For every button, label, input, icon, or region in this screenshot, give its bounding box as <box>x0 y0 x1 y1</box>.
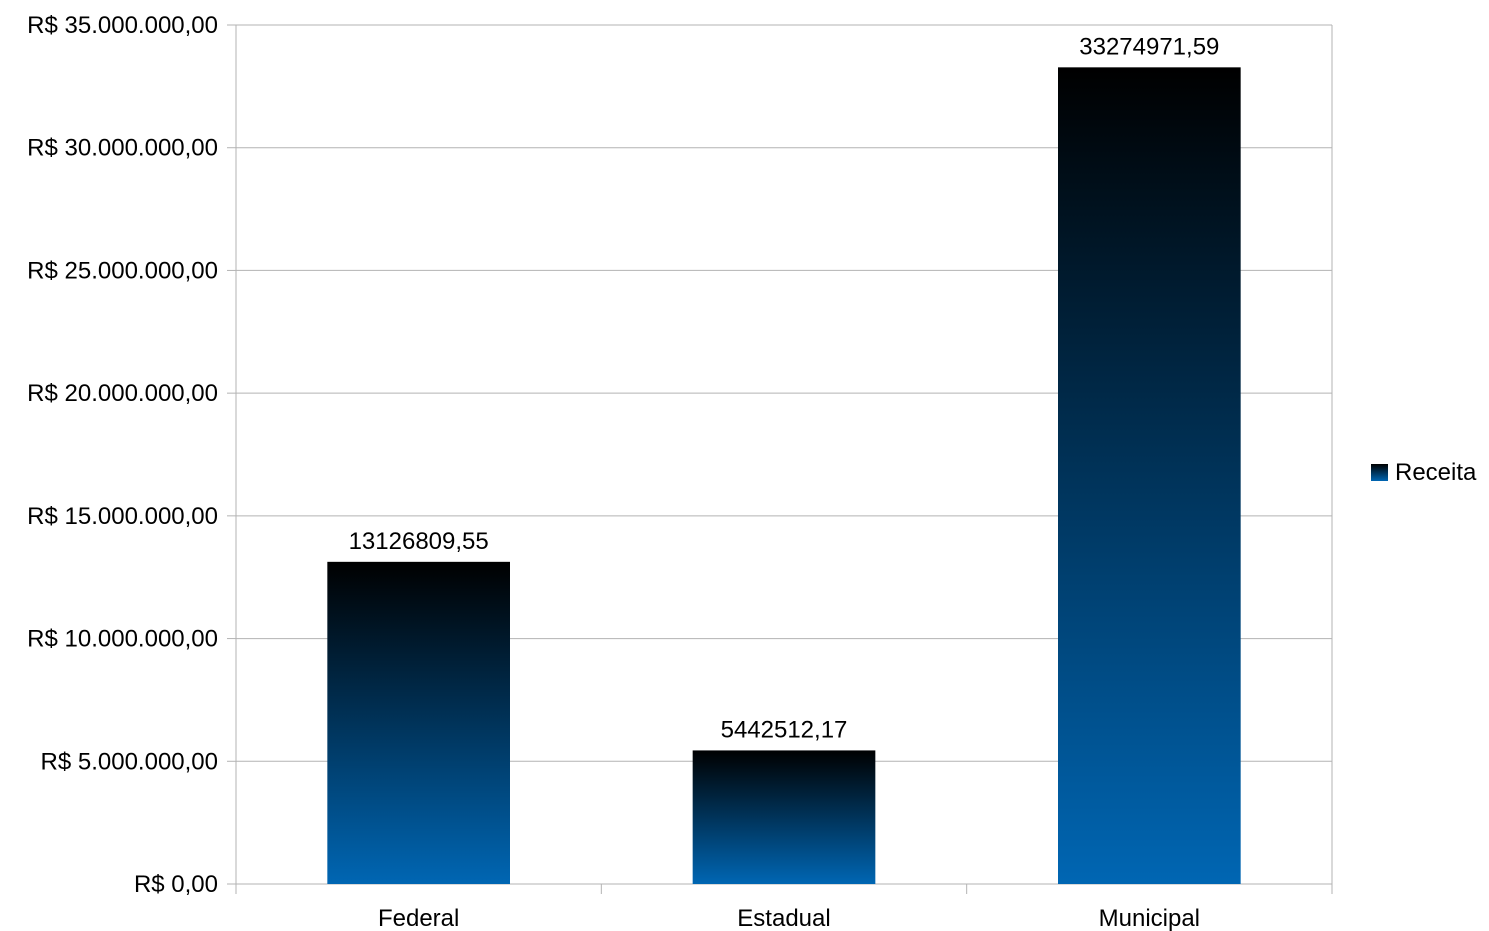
y-tick-label: R$ 35.000.000,00 <box>27 12 218 39</box>
data-label-estadual: 5442512,17 <box>721 716 848 743</box>
y-tick-label: R$ 15.000.000,00 <box>27 503 218 530</box>
legend-label: Receita <box>1395 459 1477 486</box>
x-category-label: Federal <box>378 905 459 931</box>
x-category-label: Estadual <box>737 905 830 931</box>
legend-swatch <box>1371 464 1388 481</box>
bars <box>327 67 1241 884</box>
data-label-municipal: 33274971,59 <box>1079 33 1219 60</box>
y-tick-label: R$ 0,00 <box>134 871 218 898</box>
labels: R$ 0,00 R$ 5.000.000,00 R$ 10.000.000,00 R$… <box>27 12 1219 931</box>
y-tick-label: R$ 30.000.000,00 <box>27 135 218 162</box>
x-category-label: Municipal <box>1099 905 1200 931</box>
data-label-federal: 13126809,55 <box>349 528 489 555</box>
y-tick-label: R$ 25.000.000,00 <box>27 257 218 284</box>
y-tick-label: R$ 5.000.000,00 <box>41 748 218 775</box>
y-tick-label: R$ 10.000.000,00 <box>27 626 218 653</box>
bar-municipal <box>1058 67 1241 884</box>
bar-federal <box>327 561 510 884</box>
legend: Receita <box>1371 459 1477 486</box>
bar-estadual <box>692 750 876 884</box>
y-tick-label: R$ 20.000.000,00 <box>27 380 218 407</box>
